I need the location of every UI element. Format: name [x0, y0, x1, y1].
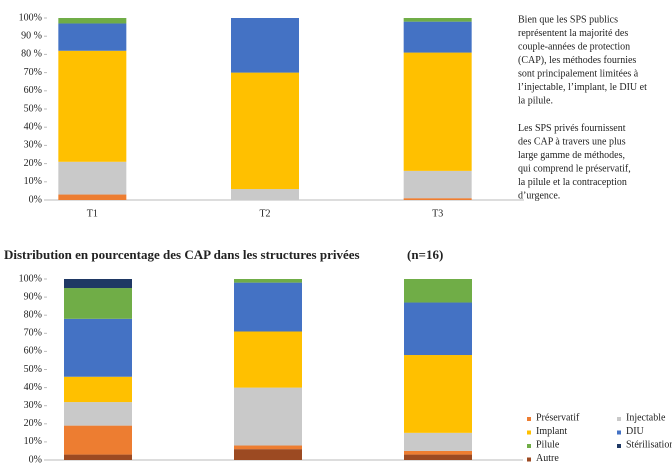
bar-segment	[234, 282, 302, 332]
bar-segment	[64, 402, 132, 426]
y-tick-label: 70%	[24, 67, 42, 78]
y-tick-label: 90 %	[21, 30, 42, 41]
side-text-line: large gamme de méthodes,	[518, 150, 625, 161]
bar-segment	[403, 170, 472, 199]
side-text-line: la pilule et la contraception	[518, 177, 627, 188]
bar-segment	[234, 449, 302, 460]
side-text-line: la pilule.	[518, 95, 553, 106]
bar-segment	[404, 279, 472, 303]
bar-segment	[234, 445, 302, 450]
bar-segment	[403, 52, 472, 171]
bar-segment	[234, 331, 302, 388]
y-tick-label: 20%	[24, 158, 42, 169]
legend-label: Injectable	[626, 412, 666, 423]
legend-swatch	[617, 417, 621, 421]
y-tick-label: 30%	[24, 140, 42, 151]
y-tick-label: 100%	[19, 273, 42, 284]
legend-label: Pilule	[536, 439, 560, 450]
y-tick-label: 0%	[29, 194, 42, 205]
legend-label: Préservatif	[536, 412, 580, 423]
side-text-line: couple-années de protection	[518, 41, 630, 52]
bar-segment	[64, 454, 132, 460]
y-tick-label: 0%	[29, 454, 42, 465]
side-text-line: l’injectable, l’implant, le DIU et	[518, 82, 647, 93]
chart-subtitle: (n=16)	[407, 247, 443, 262]
y-tick-label: 80 %	[21, 49, 42, 60]
legend-label: Autre	[536, 453, 559, 464]
legend-swatch	[527, 417, 531, 421]
bar-segment	[231, 72, 299, 190]
x-tick-label: T3	[432, 208, 443, 219]
y-tick-label: 60%	[24, 85, 42, 96]
bar-segment	[404, 450, 472, 455]
bar-segment	[64, 279, 132, 289]
side-text-line: des CAP à travers une plus	[518, 136, 626, 147]
x-tick-label: T2	[259, 208, 270, 219]
y-tick-label: 40%	[24, 382, 42, 393]
bar-segment	[403, 21, 472, 53]
y-tick-label: 90%	[24, 291, 42, 302]
bar-segment	[231, 18, 299, 73]
side-text-line: d’urgence.	[518, 190, 560, 201]
bar-segment	[58, 50, 127, 162]
bar-segment	[64, 318, 132, 377]
bar-segment	[58, 194, 127, 200]
y-tick-label: 80%	[24, 309, 42, 320]
legend-swatch	[527, 430, 531, 435]
side-text-line: Les SPS privés fournissent	[518, 123, 626, 134]
bar-segment	[64, 376, 132, 403]
bar-segment	[234, 279, 302, 283]
y-tick-label: 40%	[24, 121, 42, 132]
side-text-line: sont principalement limitées à	[518, 68, 639, 79]
bar-segment	[58, 161, 127, 195]
legend-label: Implant	[536, 426, 567, 437]
bar-segment	[404, 454, 472, 460]
y-tick-label: 60%	[24, 346, 42, 357]
side-text-line: qui comprend le préservatif,	[518, 163, 631, 174]
bar-segment	[231, 189, 299, 200]
bar-segment	[403, 18, 472, 22]
chart-title: Distribution en pourcentage des CAP dans…	[4, 247, 360, 262]
y-tick-label: 10%	[24, 436, 42, 447]
legend-swatch	[617, 430, 621, 435]
legend-label: DIU	[626, 426, 645, 437]
x-tick-label: T1	[87, 208, 98, 219]
y-tick-label: 20%	[24, 418, 42, 429]
bar-segment	[404, 432, 472, 451]
bar-segment	[404, 302, 472, 356]
side-text-line: (CAP), les méthodes fournies	[518, 55, 636, 66]
y-tick-label: 50%	[24, 103, 42, 114]
bar-segment	[234, 387, 302, 446]
legend-swatch	[617, 444, 621, 448]
bar-segment	[64, 288, 132, 319]
bar-segment	[58, 23, 127, 51]
legend-label: Stérilisation	[626, 439, 672, 450]
bar-segment	[58, 18, 127, 24]
y-tick-label: 100%	[19, 12, 42, 23]
bar-segment	[64, 425, 132, 455]
side-text-line: Bien que les SPS publics	[518, 14, 618, 25]
side-text-line: représentent la majorité des	[518, 28, 628, 39]
legend-swatch	[527, 457, 531, 462]
y-tick-label: 50%	[24, 364, 42, 375]
y-tick-label: 70%	[24, 328, 42, 339]
y-tick-label: 30%	[24, 400, 42, 411]
bar-segment	[404, 355, 472, 433]
y-tick-label: 10%	[24, 176, 42, 187]
legend-swatch	[527, 444, 531, 448]
bar-segment	[403, 198, 472, 200]
